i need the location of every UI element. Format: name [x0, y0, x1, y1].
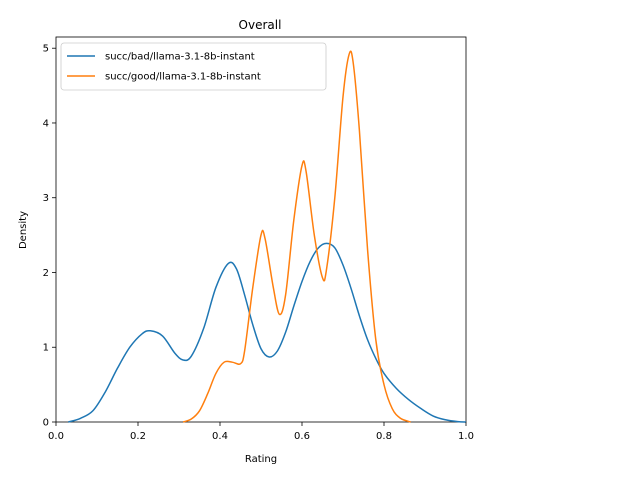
plot-frame [55, 36, 467, 423]
x-tick-label: 0.2 [130, 431, 146, 442]
y-tick-label: 2 [43, 268, 49, 279]
x-tick-label: 0.4 [212, 431, 228, 442]
series-line-2 [182, 50, 411, 423]
legend-label-1: succ/bad/llama-3.1-8b-instant [105, 52, 255, 63]
y-tick-label: 0 [43, 418, 49, 429]
y-tick-label: 4 [43, 118, 49, 129]
y-tick-label: 3 [43, 193, 49, 204]
x-tick-label: 0.0 [48, 431, 64, 442]
chart-title: Overall [239, 18, 282, 32]
series-layer [68, 50, 467, 423]
legend: succ/bad/llama-3.1-8b-instant succ/good/l… [60, 42, 327, 91]
x-axis-label: Rating [245, 454, 277, 465]
y-tick-label: 1 [43, 343, 49, 354]
y-tick-label: 5 [43, 44, 49, 55]
x-axis: 0.0 0.2 0.4 0.6 0.8 1.0 [48, 422, 474, 442]
y-axis-label: Density [18, 211, 29, 249]
x-tick-label: 0.6 [294, 431, 310, 442]
x-tick-label: 0.8 [376, 431, 392, 442]
x-tick-label: 1.0 [458, 431, 474, 442]
legend-box [60, 42, 327, 91]
y-axis: 0 1 2 3 4 5 [43, 44, 56, 429]
legend-label-2: succ/good/llama-3.1-8b-instant [105, 72, 261, 83]
series-line-1 [68, 242, 467, 423]
